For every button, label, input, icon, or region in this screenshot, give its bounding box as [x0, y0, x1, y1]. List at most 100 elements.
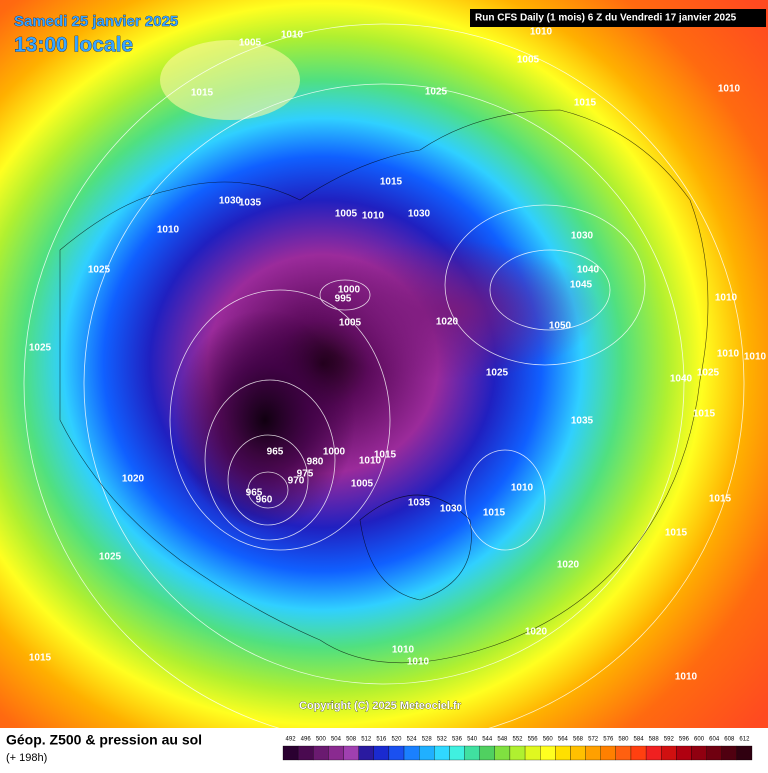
colorbar-label: 528 [422, 737, 433, 743]
isobar-label: 1025 [29, 343, 52, 354]
colorbar-label: 592 [664, 737, 675, 743]
isobar-label: 970 [288, 476, 305, 487]
colorbar-swatch [419, 745, 435, 761]
isobar-label: 1005 [517, 55, 540, 66]
isobar-label: 1030 [219, 196, 242, 207]
colorbar-swatch [509, 745, 526, 761]
colorbar-label: 564 [558, 737, 569, 743]
colorbar-label: 536 [452, 737, 463, 743]
colorbar-label: 580 [618, 737, 629, 743]
isobar-label: 1005 [351, 479, 374, 490]
copyright: Copyright (C) 2025 Meteociel.fr [299, 700, 462, 712]
isobar-label: 1010 [718, 84, 741, 95]
isobar-label: 1015 [693, 409, 716, 420]
colorbar-swatch [388, 745, 405, 761]
isobar-label: 965 [267, 447, 284, 458]
colorbar-swatch [661, 745, 677, 761]
colorbar-swatch [555, 745, 571, 761]
isobar-label: 1000 [338, 285, 361, 296]
colorbar-swatch [706, 745, 722, 761]
isobar-label: 1035 [408, 498, 431, 509]
colorbar-swatch [403, 745, 420, 761]
isobar-label: 1015 [191, 88, 214, 99]
isobar-label: 1025 [425, 87, 448, 98]
colorbar-swatch [676, 745, 692, 761]
colorbar-label: 500 [316, 737, 327, 743]
colorbar-swatch [434, 745, 450, 761]
colorbar-swatch [615, 745, 632, 761]
colorbar-label: 492 [286, 737, 297, 743]
colorbar-swatch [524, 745, 541, 761]
colorbar-swatch [464, 745, 480, 761]
isobar-label: 1015 [29, 653, 52, 664]
isobar-label: 1010 [407, 657, 430, 668]
colorbar-label: 612 [739, 737, 750, 743]
colorbar-swatch [343, 745, 359, 761]
colorbar-label: 568 [573, 737, 584, 743]
colorbar-label: 496 [301, 737, 312, 743]
isobar-label: 1005 [239, 38, 262, 49]
map-date: Samedi 25 janvier 2025 [14, 13, 178, 30]
isobar-label: 1015 [374, 450, 397, 461]
colorbar-label: 544 [482, 737, 493, 743]
colorbar-label: 552 [512, 737, 523, 743]
isobars [23, 23, 745, 745]
coastlines [59, 109, 709, 664]
isobar-label: 1020 [436, 317, 459, 328]
isobar-label: 975 [297, 469, 314, 480]
colorbar-swatch [358, 745, 374, 761]
isobar-label: 980 [307, 457, 324, 468]
isobar-label: 1030 [408, 209, 431, 220]
colorbar-swatch [449, 745, 465, 761]
isobar-label: 1020 [525, 627, 548, 638]
colorbar-swatch [479, 745, 495, 761]
isobar-label: 995 [335, 294, 352, 305]
isobar-label: 1035 [571, 416, 594, 427]
isobar-label: 1010 [675, 672, 698, 683]
colorbar-label: 608 [724, 737, 735, 743]
isobar-label: 1010 [392, 645, 415, 656]
colorbar-label: 520 [391, 737, 402, 743]
colorbar-swatch [585, 745, 601, 761]
colorbar-swatch [328, 745, 344, 761]
isobar-label: 1010 [511, 483, 534, 494]
isobar-label: 1035 [239, 198, 262, 209]
isobar-label: 1010 [530, 27, 553, 38]
isobar-label: 1010 [717, 349, 740, 360]
colorbar-swatch [540, 745, 556, 761]
low-core [175, 310, 355, 530]
colorbar-label: 576 [603, 737, 614, 743]
legend-title: Géop. Z500 & pression au sol [6, 732, 202, 748]
colorbar-label: 556 [528, 737, 539, 743]
colorbar-label: 508 [346, 737, 357, 743]
isobar-label: 1005 [335, 209, 358, 220]
colorbar-label: 512 [361, 737, 372, 743]
forecast-hour: (+ 198h) [6, 752, 47, 764]
colorbar-label: 584 [634, 737, 645, 743]
isobar-label: 1010 [281, 30, 304, 41]
isobar-label: 1010 [362, 211, 385, 222]
map-time: 13:00 locale [14, 34, 133, 57]
colorbar-swatch [297, 745, 314, 761]
isobar-label: 1040 [670, 374, 693, 385]
isobar-label: 1015 [380, 177, 403, 188]
colorbar-swatch [600, 745, 616, 761]
colorbar-swatch [721, 745, 738, 761]
colorbar-label: 540 [467, 737, 478, 743]
isobar-label: 1025 [99, 552, 122, 563]
colorbar-label: 516 [376, 737, 387, 743]
isobar-label: 1030 [571, 231, 594, 242]
isobar-label: 1010 [715, 293, 738, 304]
colorbar-label: 588 [649, 737, 660, 743]
isobar-label: 1015 [665, 528, 688, 539]
colorbar-label: 572 [588, 737, 599, 743]
isobar-label: 965 [246, 488, 263, 499]
colorbar-label: 596 [679, 737, 690, 743]
colorbar-swatch [313, 745, 329, 761]
colorbar-swatch [373, 745, 390, 761]
colorbar-label: 532 [437, 737, 448, 743]
colorbar-swatch [494, 745, 511, 761]
ridge [160, 40, 300, 120]
isobar-label: 1020 [122, 474, 145, 485]
isobar-label: 1025 [486, 368, 509, 379]
